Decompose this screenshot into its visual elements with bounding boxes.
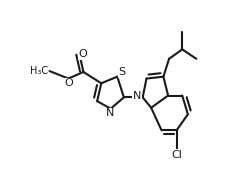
Text: O: O <box>64 78 73 88</box>
Text: N: N <box>106 108 114 118</box>
Text: N: N <box>133 91 141 101</box>
Text: S: S <box>118 67 126 77</box>
Text: Cl: Cl <box>171 150 182 160</box>
Text: H₃C: H₃C <box>30 66 48 76</box>
Text: O: O <box>79 49 87 59</box>
